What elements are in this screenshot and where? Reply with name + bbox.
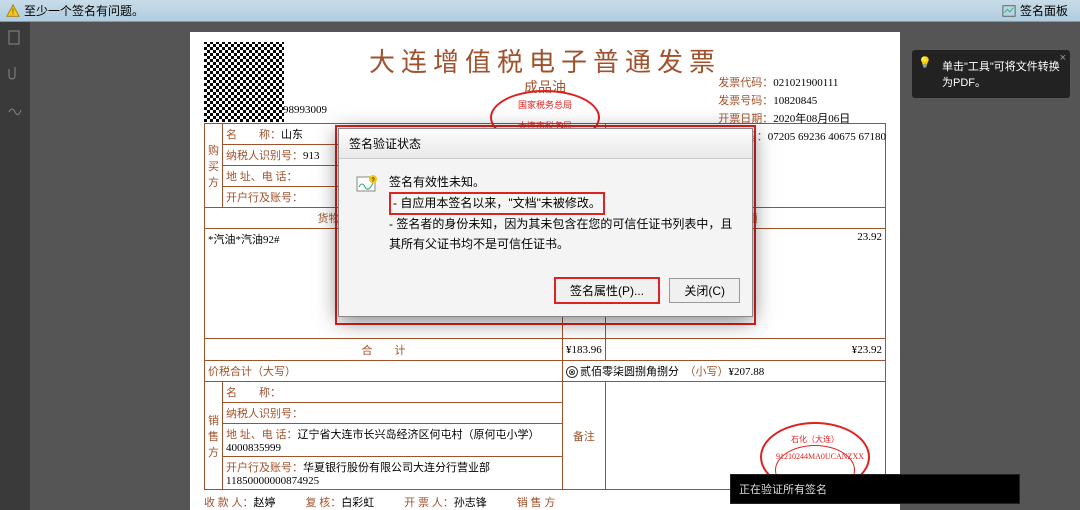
status-text: 正在验证所有签名 [739, 484, 827, 496]
buyer-bank-label: 开户行及账号： [226, 192, 303, 204]
qr-code [204, 42, 284, 122]
total-tax: ¥23.92 [605, 339, 885, 361]
tools-tooltip: 单击"工具"可将文件转换为PDF。 × [912, 50, 1070, 98]
buyer-section: 购买方 [205, 124, 223, 208]
payee-label: 收 款 人： [204, 497, 254, 509]
seal-line1: 石化（大连） [762, 434, 868, 445]
tooltip-text: 单击"工具"可将文件转换为PDF。 [942, 61, 1060, 89]
date-label: 开票日期： [718, 113, 773, 125]
svg-text:!: ! [12, 7, 14, 16]
cn-amount: 贰佰零柒圆捌角捌分 [580, 366, 679, 378]
warning-icon: ! [6, 4, 20, 18]
dialog-title: 签名验证状态 [339, 129, 752, 159]
review-label: 复 核： [306, 497, 342, 509]
invoice-num: 10820845 [773, 95, 817, 107]
seller-addr-label: 地 址、电 话： [226, 429, 298, 441]
status-bar: 正在验证所有签名 [730, 474, 1020, 504]
signature-icon [1002, 4, 1016, 18]
small-amount: ¥207.88 [729, 366, 765, 378]
small-label: （小写） [690, 366, 729, 378]
signature-status-dialog: 签名验证状态 ? 签名有效性未知。 - 自应用本签名以来，"文档"未被修改。 -… [338, 128, 753, 317]
seller-section: 销售方 [205, 382, 223, 490]
sidebar-attach-icon[interactable] [0, 57, 30, 92]
seal-label: 销 售 方 [517, 497, 556, 509]
signature-properties-button[interactable]: 签名属性(P)... [554, 277, 660, 304]
drawer-label: 开 票 人： [404, 497, 454, 509]
seller-name-label: 名 称： [226, 387, 281, 399]
buyer-name-label: 名 称： [226, 129, 281, 141]
signature-status-icon: ? [355, 173, 379, 197]
dialog-bullet1: - 自应用本签名以来，"文档"未被修改。 [389, 192, 605, 215]
code-label: 发票代码： [718, 77, 773, 89]
invoice-chk: 07205 69236 40675 67180 [768, 131, 886, 143]
cn-label: 价税合计（大写） [208, 366, 296, 378]
invoice-code: 021021900111 [773, 77, 838, 89]
invoice-date: 2020年08月06日 [773, 113, 850, 125]
buyer-name: 山东 [281, 129, 303, 141]
total-amount: ¥183.96 [563, 339, 606, 361]
sidebar-sig-icon[interactable] [0, 92, 30, 127]
warning-text: 至少一个签名有问题。 [24, 2, 144, 19]
seller-tax-label: 纳税人识别号： [226, 408, 303, 420]
num-label: 发票号码： [718, 95, 773, 107]
dialog-bullet2: - 签名者的身份未知，因为其未包含在您的可信任证书列表中，且其所有父证书均不是可… [389, 215, 736, 253]
payee: 赵婷 [254, 497, 276, 509]
dialog-text: 签名有效性未知。 - 自应用本签名以来，"文档"未被修改。 - 签名者的身份未知… [389, 173, 736, 261]
buyer-tax: 913 [303, 150, 320, 162]
sidebar-pages-icon[interactable] [0, 22, 30, 57]
buyer-tax-label: 纳税人识别号： [226, 150, 303, 162]
remark-label: 备注 [563, 382, 606, 490]
buyer-addr-label: 地 址、电 话： [226, 171, 298, 183]
tooltip-close-icon[interactable]: × [1060, 52, 1066, 64]
dialog-line1: 签名有效性未知。 [389, 173, 736, 192]
seal-line2: 91210244MA0UCANZXX [776, 452, 854, 461]
signature-panel-label: 签名面板 [1020, 2, 1068, 19]
stamp-top: 国家税务总局 [492, 98, 598, 111]
total-label: 合 计 [205, 339, 563, 361]
review: 白彩虹 [341, 497, 374, 509]
sidebar [0, 22, 30, 510]
signature-panel-button[interactable]: 签名面板 [996, 0, 1074, 21]
signature-warning-bar: ! 至少一个签名有问题。 签名面板 [0, 0, 1080, 22]
close-button[interactable]: 关闭(C) [669, 278, 740, 303]
seller-bank-label: 开户行及账号： [226, 462, 303, 474]
drawer: 孙志锋 [454, 497, 487, 509]
